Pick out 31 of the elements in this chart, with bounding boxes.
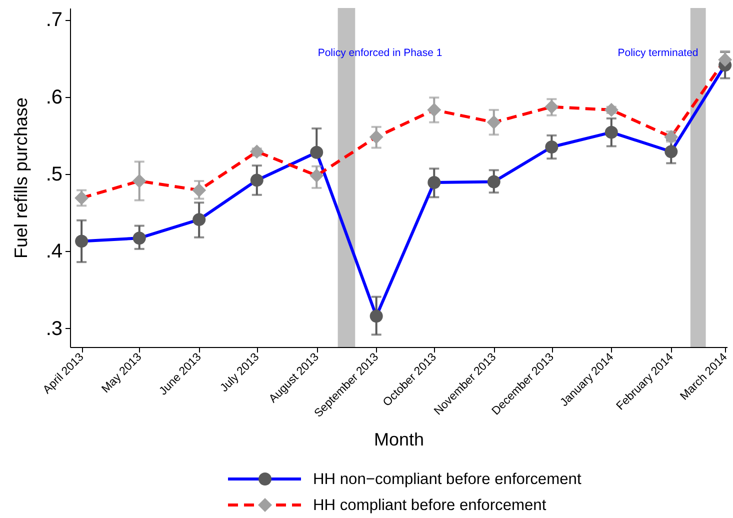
point — [604, 126, 618, 139]
point — [132, 232, 146, 245]
y-tick-label: .5 — [46, 164, 62, 186]
annotation: Policy terminated — [618, 47, 698, 59]
point — [75, 234, 88, 248]
y-tick-label: .4 — [46, 240, 62, 263]
point — [487, 175, 500, 188]
y-axis-title: Fuel refills purchase — [10, 97, 31, 259]
point — [310, 168, 324, 183]
point — [192, 183, 206, 198]
point — [664, 145, 678, 158]
point — [370, 310, 383, 323]
point — [250, 174, 264, 187]
legend-label: HH compliant before enforcement — [313, 497, 547, 514]
point — [250, 144, 264, 159]
point — [427, 102, 442, 117]
y-tick-label: .7 — [46, 9, 62, 32]
point — [428, 176, 441, 190]
point — [192, 213, 206, 226]
point — [486, 115, 501, 130]
point — [310, 146, 324, 159]
y-tick-label: .3 — [46, 318, 62, 340]
annotation: Policy enforced in Phase 1 — [318, 47, 442, 59]
point — [545, 140, 558, 154]
point — [132, 174, 146, 188]
legend-label: HH non−compliant before enforcement — [313, 471, 582, 488]
point — [544, 100, 559, 114]
point — [369, 130, 384, 144]
y-tick-label: .6 — [46, 86, 62, 108]
point — [718, 52, 732, 67]
x-axis-title: Month — [374, 430, 424, 450]
